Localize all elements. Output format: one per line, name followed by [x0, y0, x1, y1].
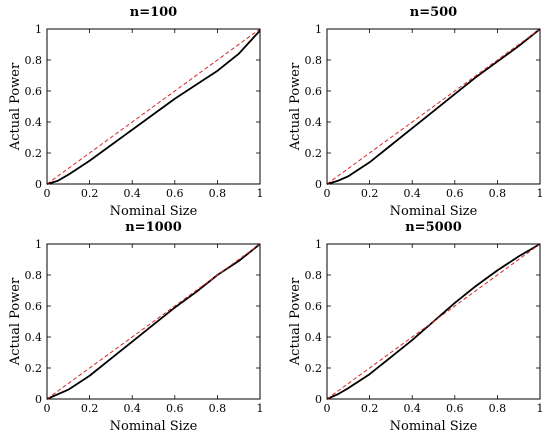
chart-panel-4: 0 0.2 0.4 0.6 0.8 1 0 0.2 0.4 0.6 0.8 1 n=5000 Nomina… [288, 220, 544, 434]
plot-frame [46, 28, 261, 185]
panel-title: n=1000 [125, 220, 182, 235]
x-tick-label: 0 [44, 187, 51, 200]
y-tick-label: 0.8 [305, 269, 323, 282]
y-tick-label: 0.4 [305, 331, 323, 344]
x-tick-label: 0.4 [403, 402, 421, 415]
y-tick-label: 0 [315, 178, 322, 191]
y-tick-label: 0.6 [25, 85, 43, 98]
panel-title: n=100 [130, 5, 177, 20]
x-tick-label: 0.8 [489, 187, 507, 200]
y-tick-label: 0.4 [25, 331, 43, 344]
x-tick-label: 0 [324, 402, 331, 415]
chart-panel-1: 0 0.2 0.4 0.6 0.8 1 0 0.2 0.4 0.6 0.8 1 n=100 Nominal… [8, 5, 264, 219]
reference-line [326, 28, 541, 185]
x-tick-label: 0.8 [209, 187, 227, 200]
y-tick-label: 0.6 [305, 85, 323, 98]
y-tick-label: 1 [35, 23, 42, 36]
y-tick-label: 0.4 [305, 116, 323, 129]
power-curve [326, 28, 541, 185]
y-tick-label: 0 [35, 393, 42, 406]
x-tick-label: 1 [257, 402, 264, 415]
y-tick-label: 0.8 [305, 54, 323, 67]
y-tick-label: 0.2 [25, 147, 43, 160]
y-tick-label: 0.4 [25, 116, 43, 129]
chart-panel-2: 0 0.2 0.4 0.6 0.8 1 0 0.2 0.4 0.6 0.8 1 n=500 Nominal… [288, 5, 544, 219]
x-tick-label: 0.6 [446, 187, 464, 200]
plot-frame [326, 243, 541, 400]
x-tick-label: 0.2 [361, 187, 379, 200]
reference-line [46, 28, 261, 185]
x-axis-label: Nominal Size [110, 419, 198, 434]
y-tick-label: 1 [315, 23, 322, 36]
chart-panel-3: 0 0.2 0.4 0.6 0.8 1 0 0.2 0.4 0.6 0.8 1 n=1000 Nomina… [8, 220, 264, 434]
x-tick-label: 0 [44, 402, 51, 415]
panel-title: n=500 [410, 5, 457, 20]
y-tick-label: 1 [315, 238, 322, 251]
y-tick-label: 0.2 [305, 147, 323, 160]
x-tick-label: 1 [257, 187, 264, 200]
y-tick-label: 0 [315, 393, 322, 406]
x-tick-label: 0.2 [361, 402, 379, 415]
x-tick-label: 0.2 [81, 402, 99, 415]
panel-title: n=5000 [405, 220, 462, 235]
reference-line [326, 243, 541, 400]
y-tick-label: 0.2 [305, 362, 323, 375]
power-curve [326, 243, 541, 400]
y-tick-label: 0.8 [25, 269, 43, 282]
y-axis-label: Actual Power [8, 277, 23, 366]
y-tick-label: 0.6 [25, 300, 43, 313]
x-tick-label: 1 [537, 402, 544, 415]
x-tick-label: 0.6 [446, 402, 464, 415]
y-tick-label: 0.2 [25, 362, 43, 375]
x-tick-label: 0.4 [123, 187, 141, 200]
x-tick-label: 0.8 [209, 402, 227, 415]
power-curve [46, 29, 261, 185]
x-axis-label: Nominal Size [390, 204, 478, 219]
reference-line [46, 243, 261, 400]
y-axis-label: Actual Power [288, 277, 303, 366]
plot-frame [326, 28, 541, 185]
x-tick-label: 0.8 [489, 402, 507, 415]
x-tick-label: 0.6 [166, 402, 184, 415]
y-tick-label: 0.6 [305, 300, 323, 313]
x-axis-label: Nominal Size [390, 419, 478, 434]
plot-frame [46, 243, 261, 400]
x-tick-label: 0.4 [123, 402, 141, 415]
x-tick-label: 0 [324, 187, 331, 200]
x-tick-label: 1 [537, 187, 544, 200]
x-axis-label: Nominal Size [110, 204, 198, 219]
y-axis-label: Actual Power [288, 62, 303, 151]
y-tick-label: 0 [35, 178, 42, 191]
x-tick-label: 0.4 [403, 187, 421, 200]
y-tick-label: 0.8 [25, 54, 43, 67]
y-axis-label: Actual Power [8, 62, 23, 151]
x-tick-label: 0.2 [81, 187, 99, 200]
y-tick-label: 1 [35, 238, 42, 251]
x-tick-label: 0.6 [166, 187, 184, 200]
